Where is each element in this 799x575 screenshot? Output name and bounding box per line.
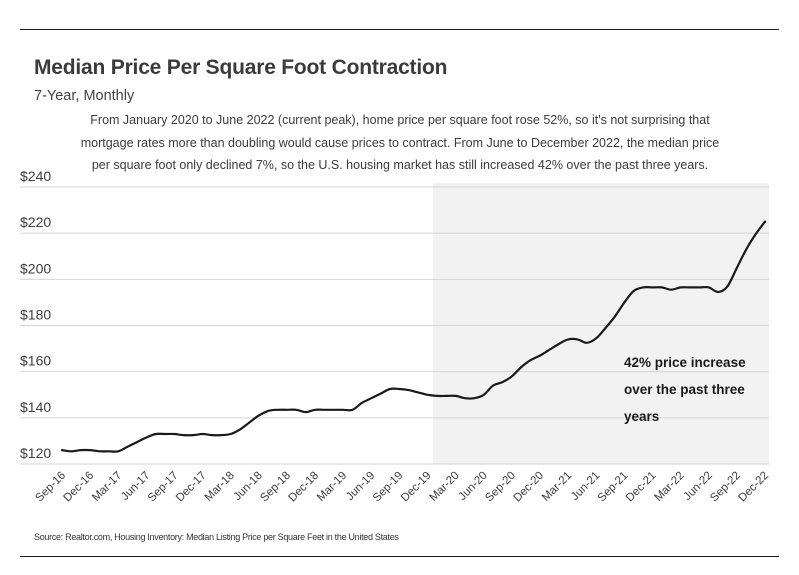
x-tick-label: Mar-17: [90, 470, 124, 504]
x-tick-label: Mar-21: [540, 470, 574, 504]
x-tick-label: Dec-21: [624, 470, 659, 505]
shaded-region: [432, 183, 769, 464]
x-tick-label: Dec-16: [62, 470, 97, 505]
x-tick-label: Sep-19: [371, 470, 406, 505]
x-tick-label: Dec-17: [174, 470, 209, 505]
description-line: per square foot only declined 7%, so the…: [91, 158, 709, 172]
x-tick-label: Dec-22: [736, 470, 771, 505]
top-rule: [20, 29, 779, 30]
description-line: mortgage rates more than doubling would …: [80, 135, 720, 150]
chart-title: Median Price Per Square Foot Contraction: [34, 56, 448, 79]
y-tick-label: $200: [20, 260, 51, 276]
y-tick-label: $220: [20, 214, 51, 230]
y-tick-label: $180: [20, 307, 51, 323]
description-line: From January 2020 to June 2022 (current …: [90, 113, 710, 127]
x-tick-label: Mar-18: [203, 470, 237, 504]
x-tick-label: Dec-19: [399, 470, 434, 505]
y-tick-label: $120: [20, 445, 51, 461]
source-note: Source: Realtor.com, Housing Inventory: …: [34, 532, 399, 542]
y-tick-label: $160: [20, 353, 51, 369]
annotation-text: years: [624, 409, 659, 424]
x-tick-label: Sep-20: [483, 470, 518, 505]
y-tick-label: $240: [20, 168, 51, 184]
bottom-rule: [20, 556, 779, 557]
x-tick-label: Mar-22: [653, 470, 687, 504]
x-tick-label: Sep-17: [146, 470, 181, 505]
x-tick-label: Sep-18: [258, 470, 293, 505]
x-tick-label: Mar-19: [315, 470, 349, 504]
series-line: [60, 220, 767, 453]
annotation-text: over the past three: [624, 382, 745, 397]
annotation-text: 42% price increase: [624, 355, 746, 370]
x-tick-label: Sep-16: [33, 470, 68, 505]
x-tick-label: Dec-18: [286, 470, 321, 505]
y-tick-label: $140: [20, 399, 51, 415]
x-tick-label: Sep-22: [708, 470, 743, 505]
x-tick-label: Dec-20: [511, 470, 546, 505]
chart-description: From January 2020 to June 2022 (current …: [70, 109, 730, 177]
chart-subtitle: 7-Year, Monthly: [34, 88, 135, 104]
x-tick-label: Sep-21: [596, 470, 631, 505]
x-tick-label: Mar-20: [428, 470, 462, 504]
